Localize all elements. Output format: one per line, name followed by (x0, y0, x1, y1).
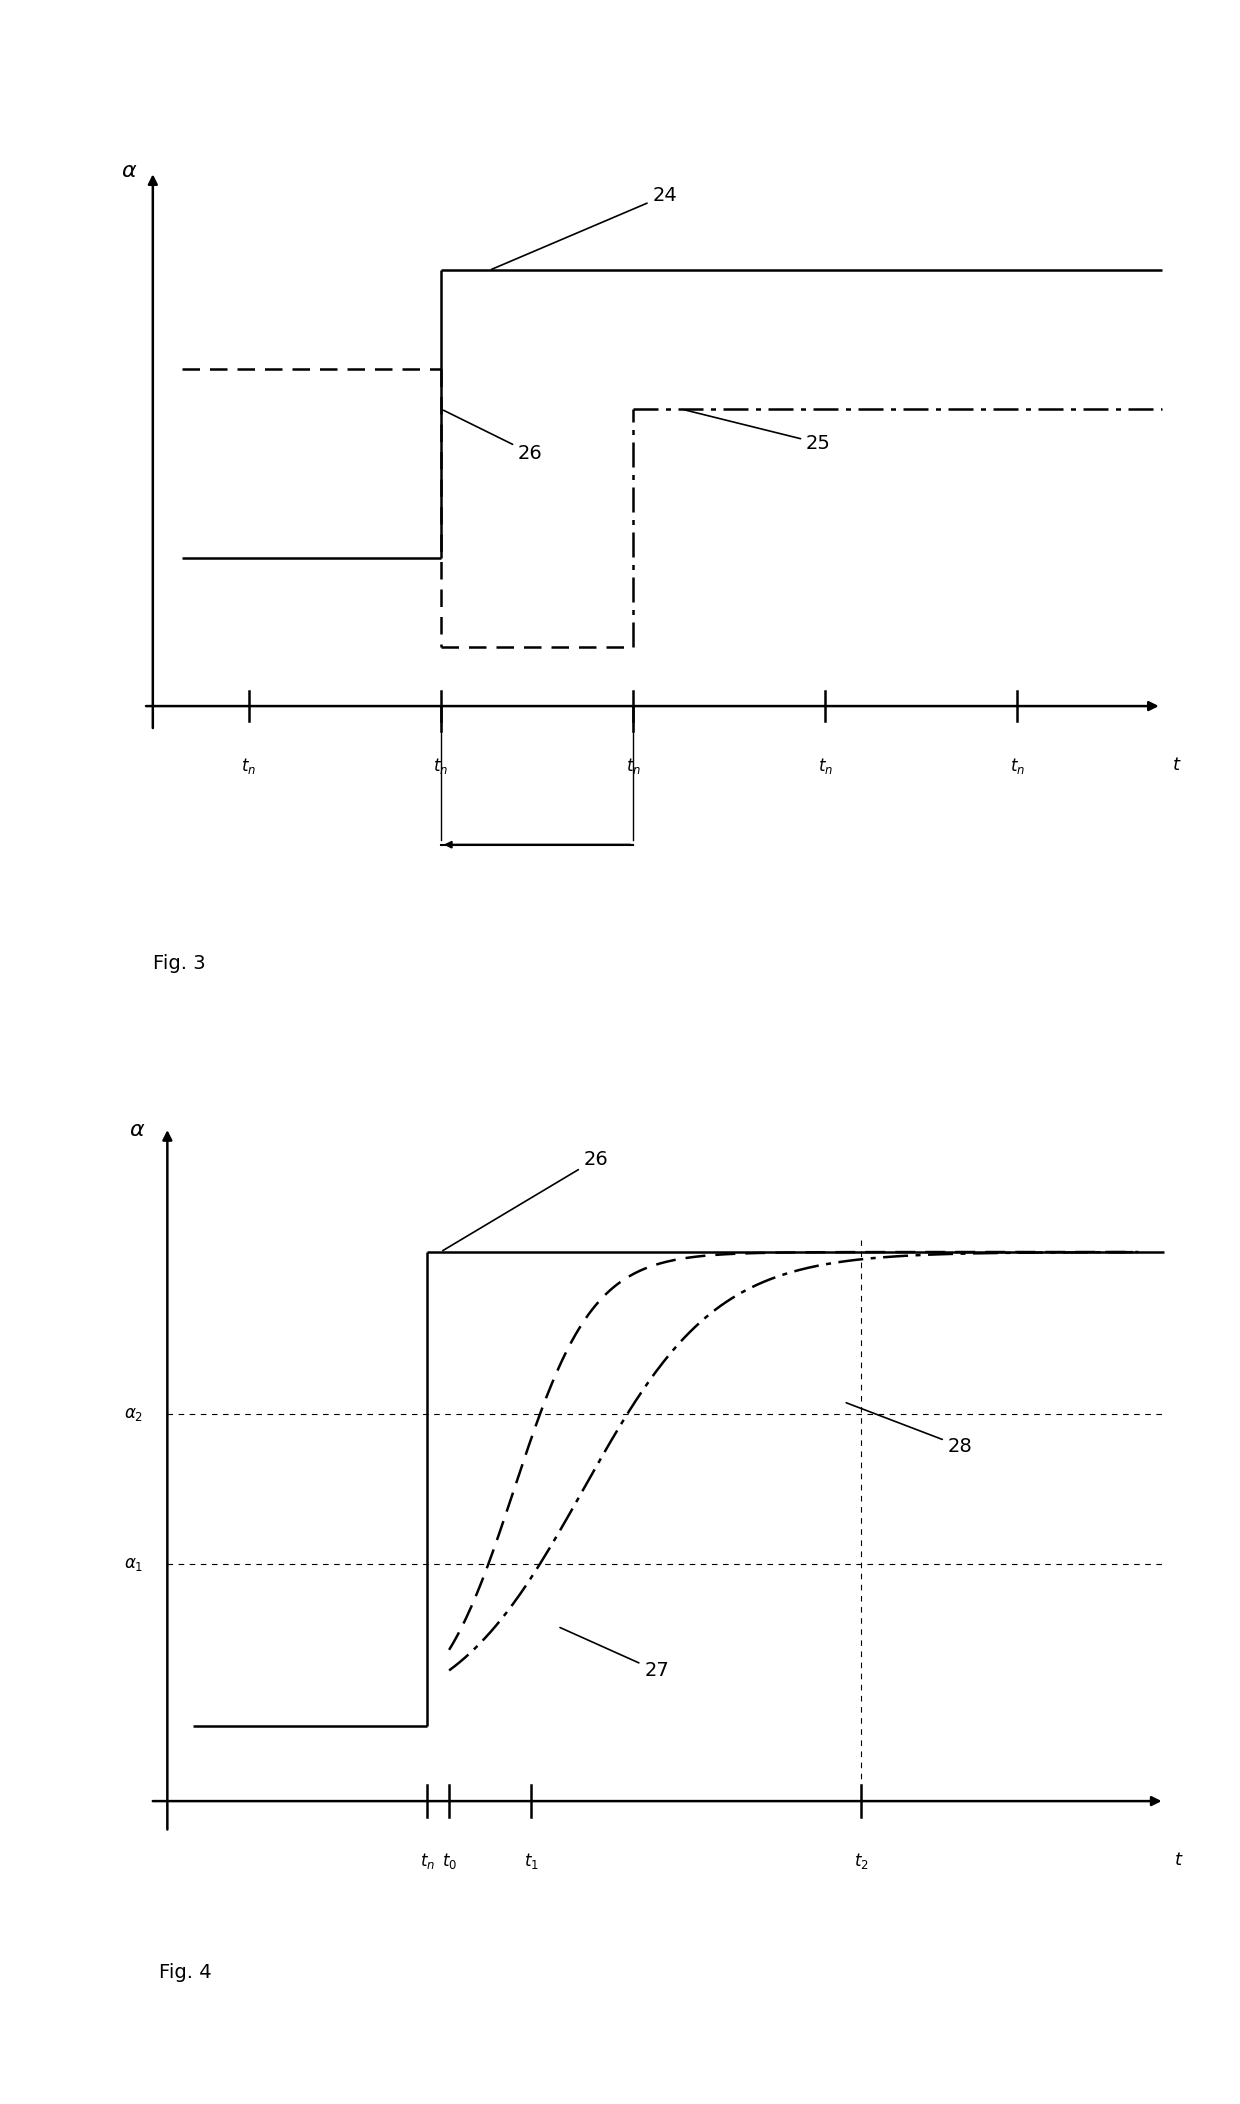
Text: 27: 27 (560, 1628, 668, 1681)
Text: $t_0$: $t_0$ (441, 1852, 456, 1870)
Text: Fig. 4: Fig. 4 (159, 1963, 211, 1982)
Text: $t_1$: $t_1$ (525, 1852, 539, 1870)
Text: 25: 25 (684, 410, 831, 452)
Text: t: t (1174, 1852, 1182, 1868)
Text: $t_n$: $t_n$ (434, 755, 449, 776)
Text: Fig. 3: Fig. 3 (153, 953, 206, 972)
Text: $\alpha_1$: $\alpha_1$ (124, 1555, 143, 1574)
Text: $t_2$: $t_2$ (853, 1852, 868, 1870)
Text: $\alpha$: $\alpha$ (129, 1119, 145, 1140)
Text: $t_n$: $t_n$ (626, 755, 641, 776)
Text: $t_n$: $t_n$ (242, 755, 257, 776)
Text: 26: 26 (443, 1149, 609, 1250)
Text: 24: 24 (491, 185, 677, 269)
Text: t: t (1173, 755, 1180, 774)
Text: $t_n$: $t_n$ (420, 1852, 435, 1870)
Text: $\alpha$: $\alpha$ (120, 162, 136, 181)
Text: 28: 28 (846, 1403, 972, 1456)
Text: $\alpha_2$: $\alpha_2$ (124, 1405, 143, 1422)
Text: $t_n$: $t_n$ (1009, 755, 1025, 776)
Text: 26: 26 (444, 410, 543, 463)
Text: $t_n$: $t_n$ (817, 755, 833, 776)
